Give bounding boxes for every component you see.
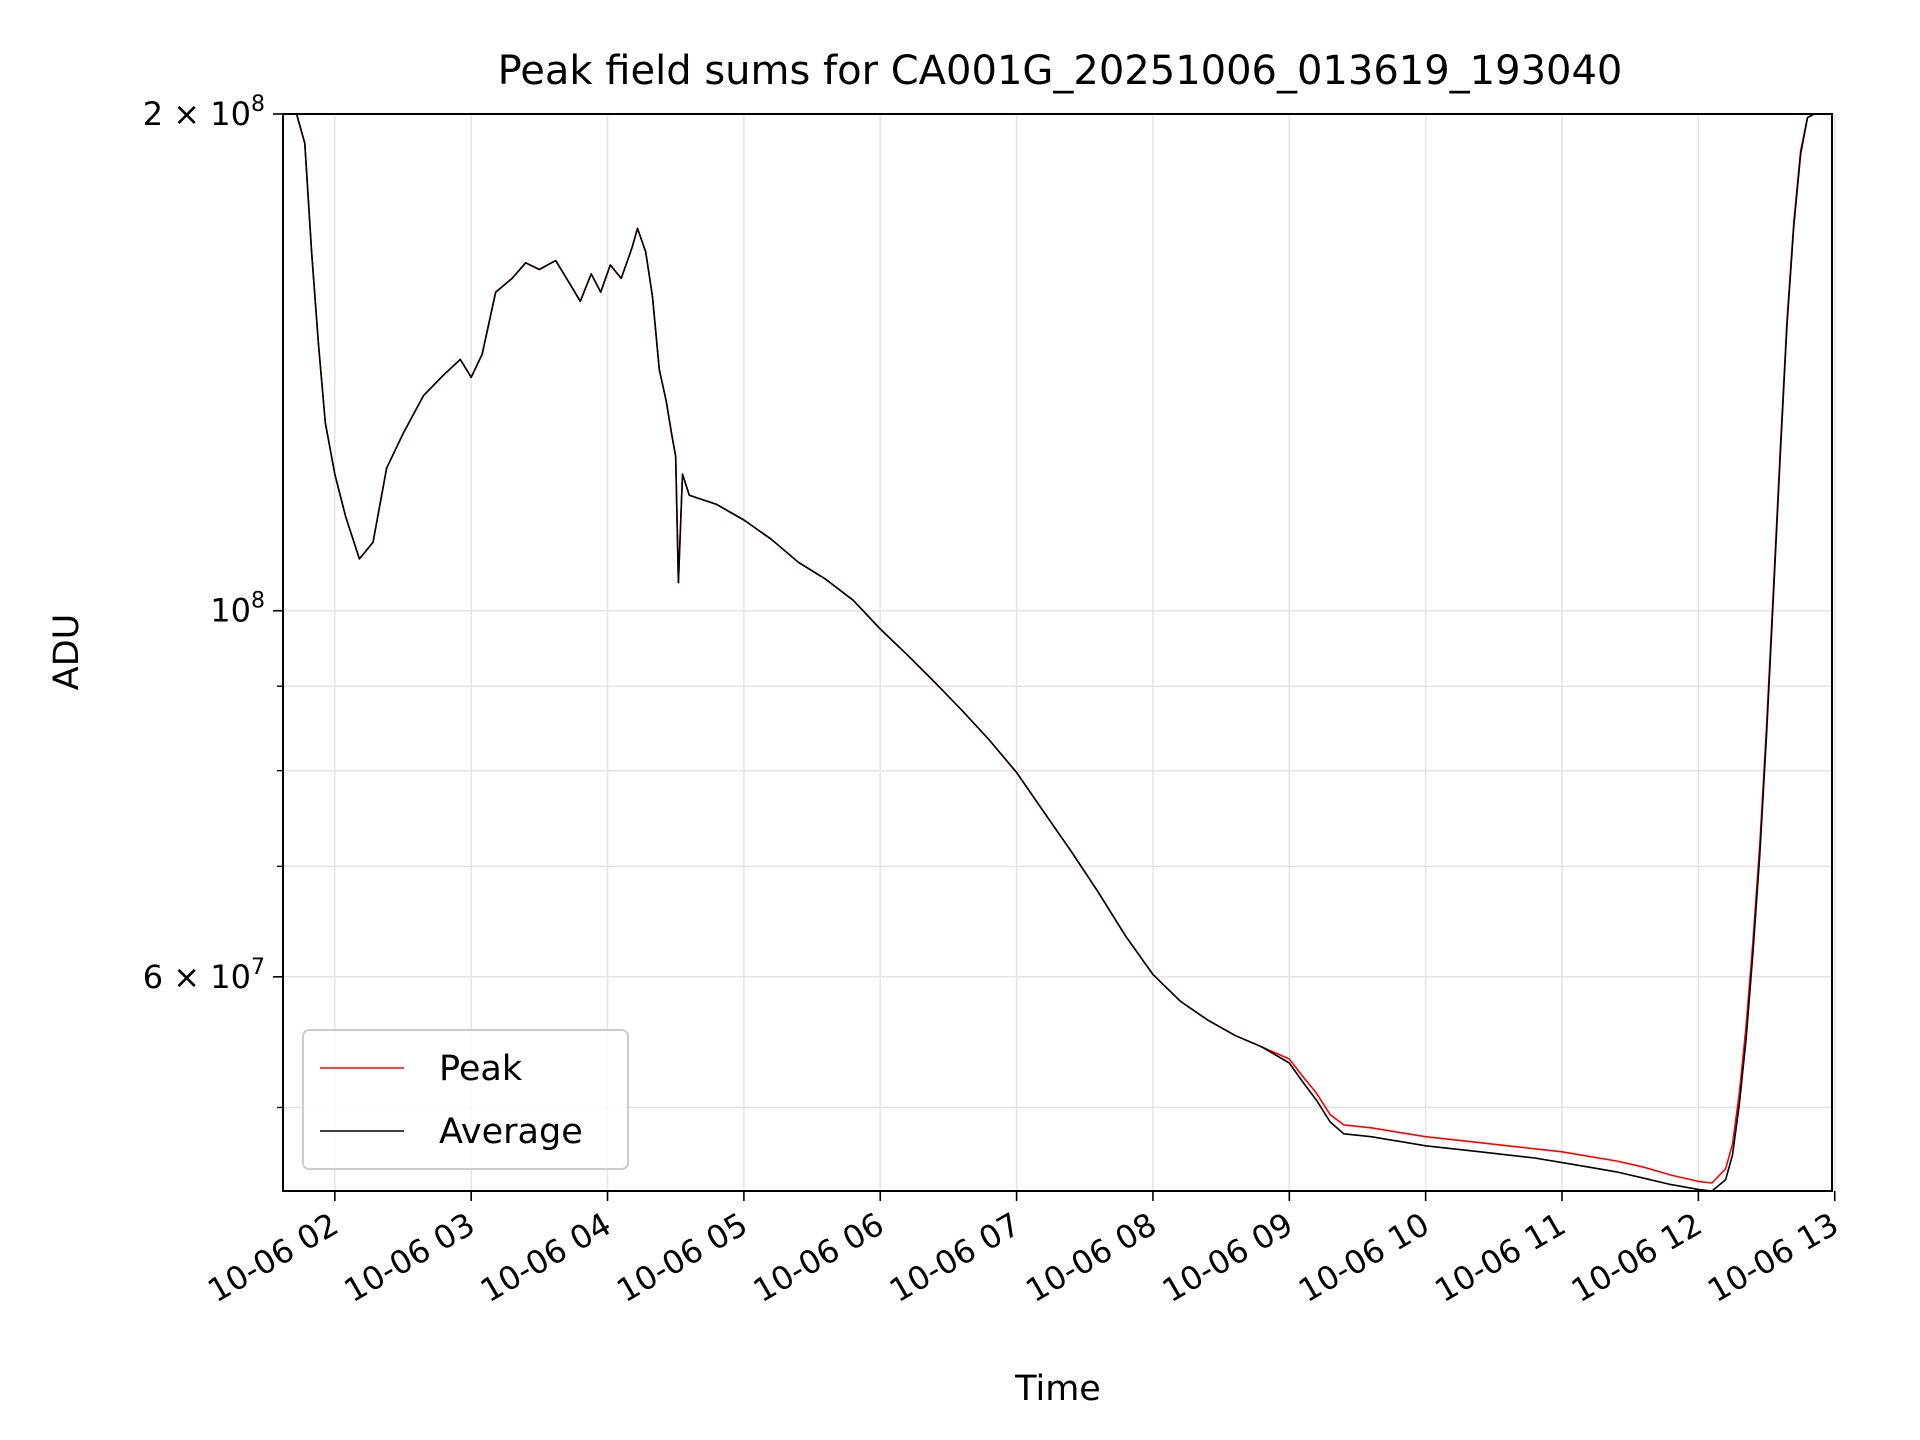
legend-label-peak: Peak <box>439 1049 523 1089</box>
legend-box <box>302 1029 629 1170</box>
y-axis-label: ADU <box>47 614 87 691</box>
legend: Peak Average <box>302 1029 629 1170</box>
y-tick-label: 2 × 108 <box>143 92 265 133</box>
legend-label-average: Average <box>439 1112 583 1152</box>
chart-title: Peak field sums for CA001G_20251006_0136… <box>498 48 1623 94</box>
x-axis-label: Time <box>1014 1369 1101 1409</box>
plot-frame <box>282 113 1833 1192</box>
y-tick-label: 6 × 107 <box>143 955 265 996</box>
